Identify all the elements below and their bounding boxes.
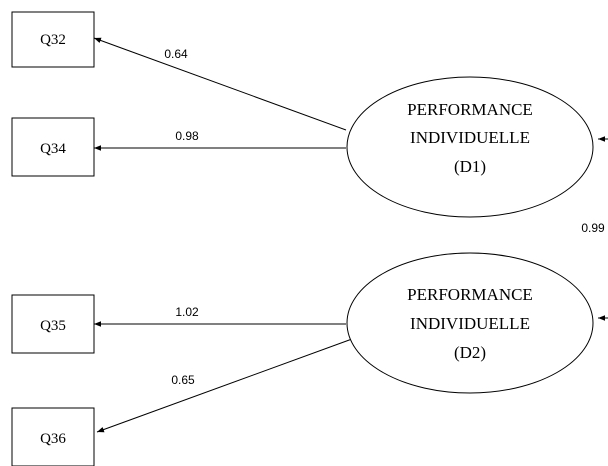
observed-box-q34 — [11, 117, 95, 177]
loading-value-q32: 0.64 — [164, 47, 188, 61]
correlation-value: 0.99 — [581, 221, 605, 235]
latent-label-d2-line1: PERFORMANCE — [407, 285, 533, 304]
latent-ellipse-d1 — [346, 76, 594, 218]
observed-label-q36: Q36 — [40, 431, 66, 447]
latent-label-d1-line1: PERFORMANCE — [407, 100, 533, 119]
observed-box-q36 — [11, 407, 95, 466]
loading-path-d2-q36 — [96, 338, 353, 433]
loading-value-q35: 1.02 — [175, 305, 199, 319]
latent-label-d1-line3: (D1) — [454, 157, 486, 176]
observed-box-q35 — [11, 294, 95, 354]
loading-path-d1-q32 — [93, 37, 347, 131]
latent-label-d2-line2: INDIVIDUELLE — [410, 314, 530, 333]
observed-label-q34: Q34 — [40, 141, 66, 157]
observed-label-q32: Q32 — [40, 32, 66, 48]
observed-box-q32 — [11, 11, 95, 68]
latent-label-d2-line3: (D2) — [454, 343, 486, 362]
observed-label-q35: Q35 — [40, 318, 66, 334]
loading-value-q36: 0.65 — [171, 373, 195, 387]
latent-ellipse-d2 — [346, 252, 594, 394]
latent-label-d1-line2: INDIVIDUELLE — [410, 128, 530, 147]
loading-value-q34: 0.98 — [175, 129, 199, 143]
